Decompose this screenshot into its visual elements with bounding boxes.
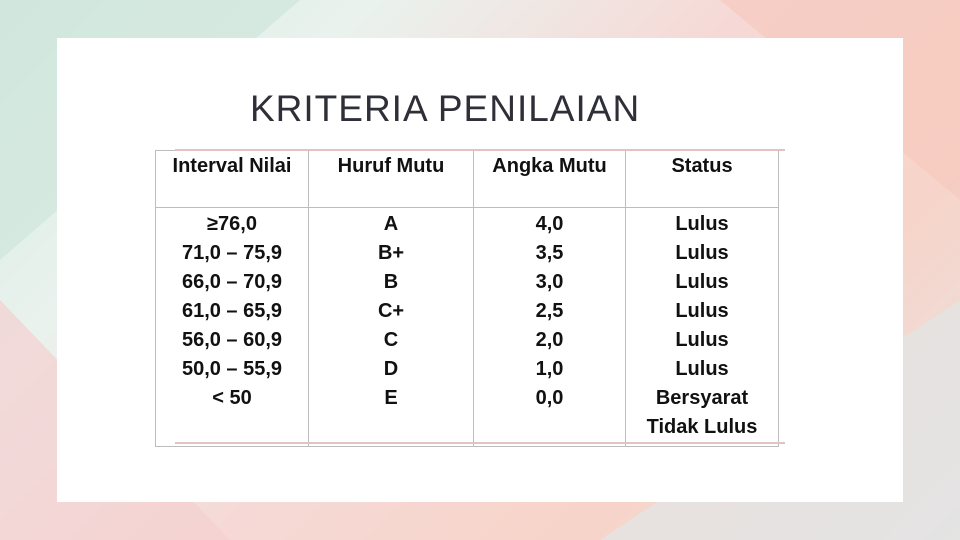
cell-line: 4,0 — [535, 213, 564, 235]
cell-line: Tidak Lulus — [646, 416, 758, 438]
cell-line: Lulus — [675, 242, 729, 264]
column-cell: A B+ B C+ C D E — [308, 207, 474, 447]
cell-line: Lulus Bersyarat — [655, 358, 749, 409]
cell-line: B+ — [377, 242, 405, 264]
cell-line: 66,0 – 70,9 — [181, 271, 283, 293]
cell-line: 50,0 – 55,9 — [181, 358, 283, 380]
cell-line: Lulus — [675, 213, 729, 235]
cell-line: A — [383, 213, 399, 235]
title: KRITERIA PENILAIAN — [250, 88, 641, 129]
column-header: Huruf Mutu — [308, 150, 474, 208]
cell-line: 1,0 — [535, 358, 564, 380]
table-bottom-rule — [175, 442, 785, 444]
cell-line: E — [384, 387, 398, 409]
body-row: ≥76,0 71,0 – 75,9 66,0 – 70,9 61,0 – 65,9 56… — [155, 207, 779, 447]
column-header: Interval Nilai — [155, 150, 309, 208]
column-cell: 4,0 3,5 3,0 2,5 2,0 1,0 0,0 — [473, 207, 626, 447]
cell-line: Lulus — [675, 329, 729, 351]
table-top-rule — [175, 149, 785, 151]
column-header: Angka Mutu — [473, 150, 626, 208]
cell-line: 2,5 — [535, 300, 564, 322]
cell-line: 3,5 — [535, 242, 564, 264]
cell-line: ≥76,0 — [207, 213, 257, 235]
criteria-table: Interval Nilai Huruf Mutu Angka Mutu Status… — [155, 150, 779, 447]
cell-line: 3,0 — [535, 271, 564, 293]
cell-line: 56,0 – 60,9 — [181, 329, 283, 351]
column-header: Status — [625, 150, 779, 208]
cell-line: C+ — [377, 300, 405, 322]
cell-line: 2,0 — [535, 329, 564, 351]
header-row: Interval Nilai Huruf Mutu Angka Mutu Status — [155, 150, 779, 208]
cell-line: 0,0 — [535, 387, 564, 409]
cell-line: B — [383, 271, 399, 293]
cell-line: 71,0 – 75,9 — [181, 242, 283, 264]
column-cell: ≥76,0 71,0 – 75,9 66,0 – 70,9 61,0 – 65,9 56… — [155, 207, 309, 447]
cell-line: C — [383, 329, 399, 351]
cell-line: D — [383, 358, 399, 380]
cell-line: 61,0 – 65,9 — [181, 300, 283, 322]
cell-line: Lulus — [675, 300, 729, 322]
cell-line: < 50 — [212, 387, 252, 409]
cell-line: Lulus — [675, 271, 729, 293]
column-cell: Lulus Lulus Lulus Lulus Lulus Lulus Bersyarat… — [625, 207, 779, 447]
